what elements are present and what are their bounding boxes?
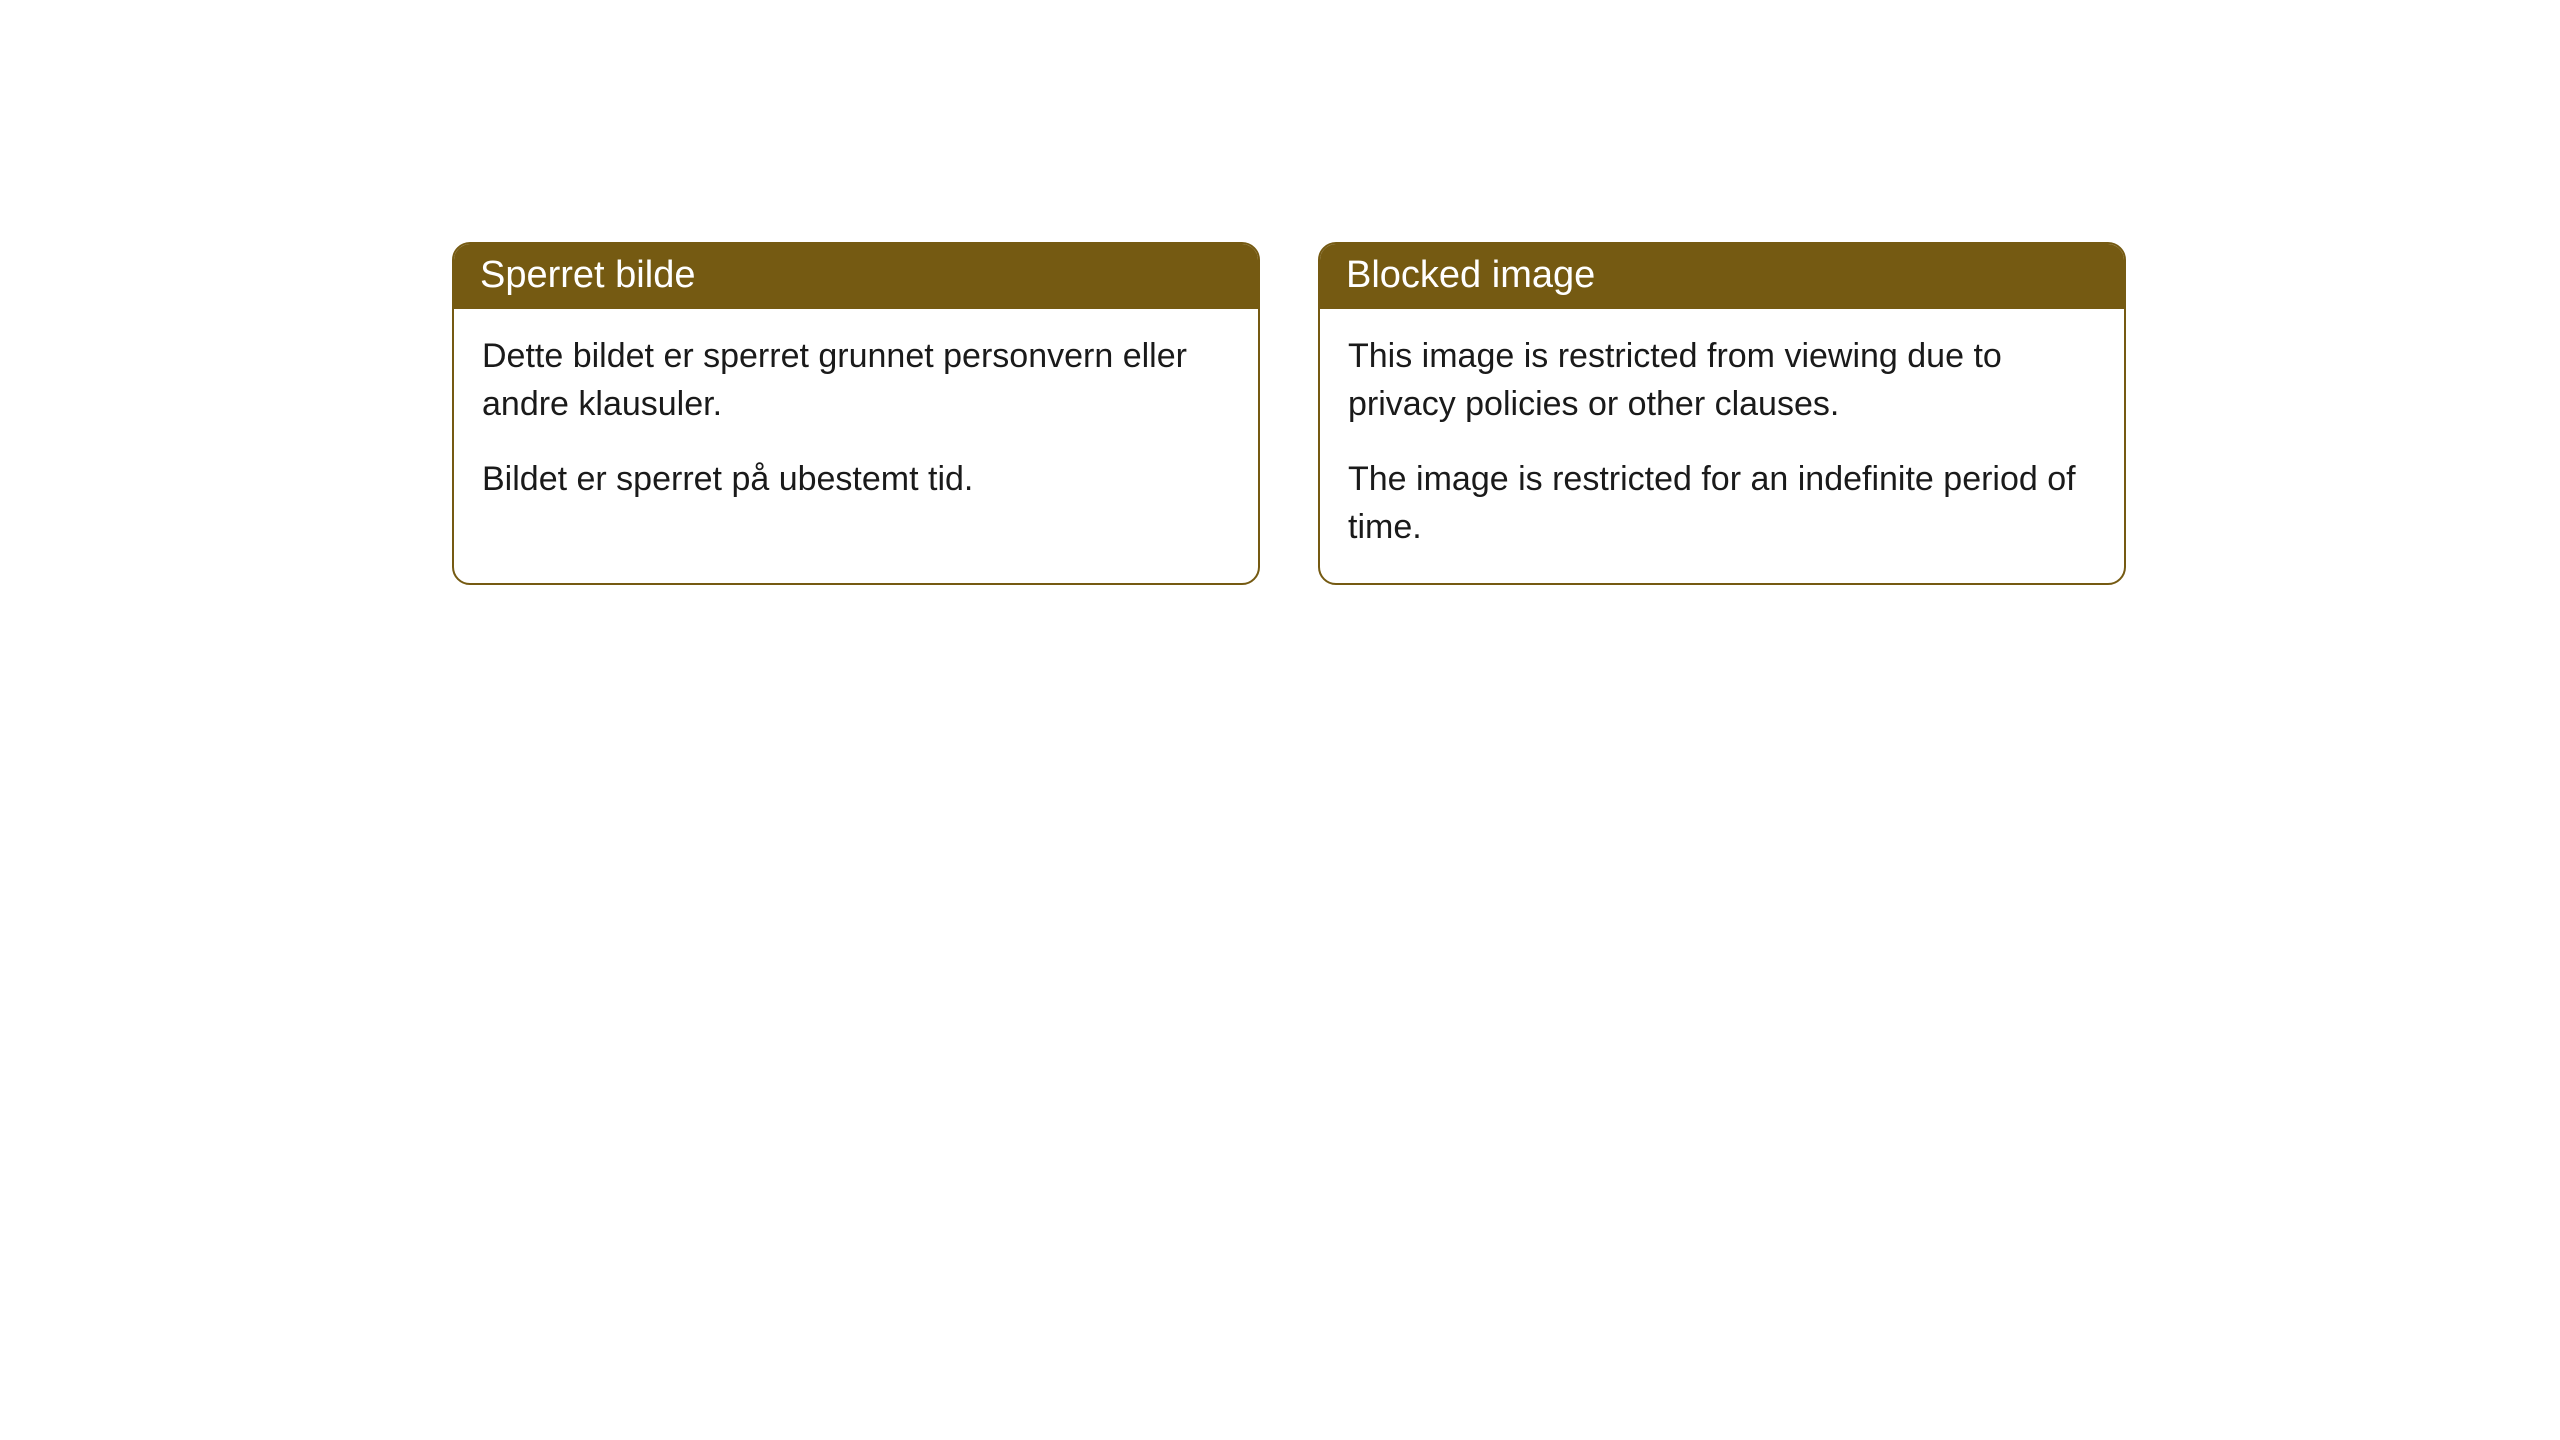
card-header-english: Blocked image [1320,244,2124,309]
card-body-english: This image is restricted from viewing du… [1320,309,2124,583]
blocked-image-card-english: Blocked image This image is restricted f… [1318,242,2126,585]
notice-cards-container: Sperret bilde Dette bildet er sperret gr… [452,242,2126,585]
card-body-norwegian: Dette bildet er sperret grunnet personve… [454,309,1258,536]
card-paragraph-2: Bildet er sperret på ubestemt tid. [482,456,1230,504]
card-paragraph-2: The image is restricted for an indefinit… [1348,456,2096,551]
blocked-image-card-norwegian: Sperret bilde Dette bildet er sperret gr… [452,242,1260,585]
card-paragraph-1: Dette bildet er sperret grunnet personve… [482,333,1230,428]
card-header-norwegian: Sperret bilde [454,244,1258,309]
card-paragraph-1: This image is restricted from viewing du… [1348,333,2096,428]
